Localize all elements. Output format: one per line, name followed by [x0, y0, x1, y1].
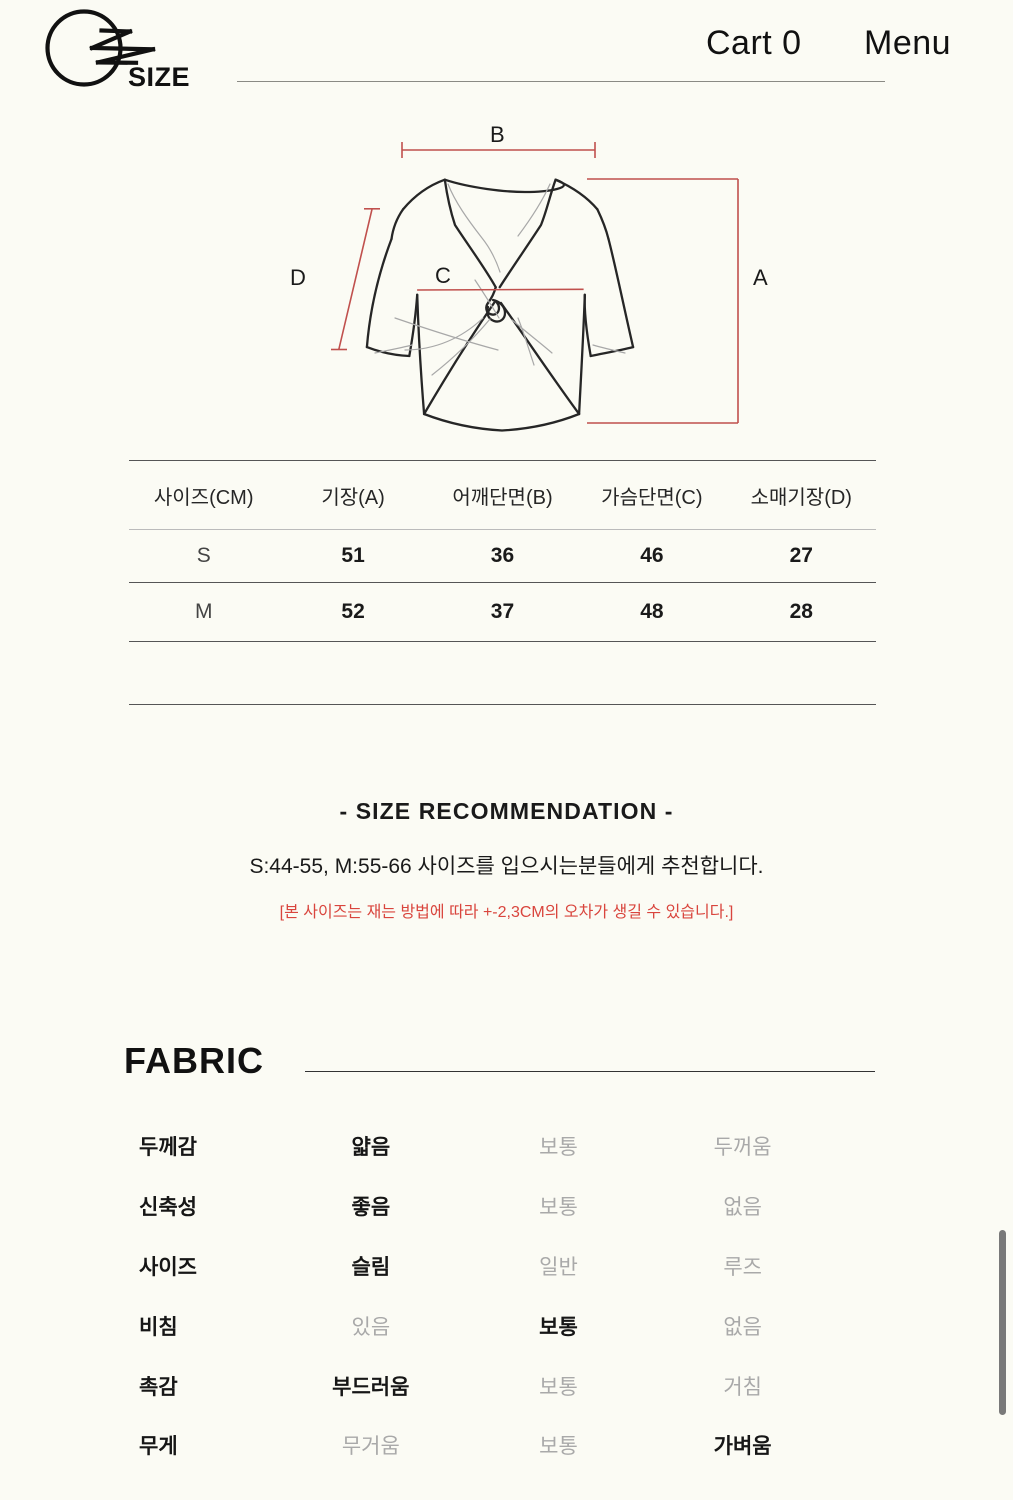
svg-text:C: C — [435, 263, 451, 288]
svg-text:A: A — [753, 265, 768, 290]
svg-text:B: B — [490, 122, 505, 147]
svg-text:D: D — [290, 265, 306, 290]
